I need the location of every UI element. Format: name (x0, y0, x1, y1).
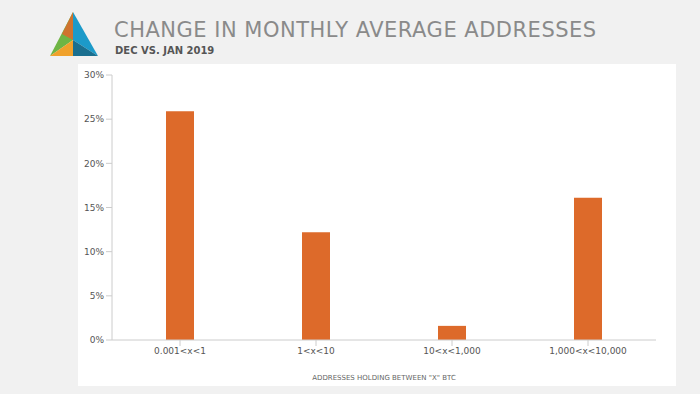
svg-text:ADDRESSES HOLDING BETWEEN "X": ADDRESSES HOLDING BETWEEN "X" BTC (312, 374, 456, 382)
svg-text:15%: 15% (84, 203, 104, 213)
svg-text:20%: 20% (84, 159, 104, 169)
html-text:CHANGE IN MONTHLY AVERAGE ADDR: CHANGE IN MONTHLY AVERAGE ADDRESSES (114, 18, 597, 42)
svg-text:1<x<10: 1<x<10 (297, 346, 335, 356)
svg-text:25%: 25% (84, 114, 104, 124)
svg-text:10%: 10% (84, 247, 104, 257)
svg-text:10<x<1,000: 10<x<1,000 (423, 346, 481, 356)
svg-text:30%: 30% (84, 70, 104, 80)
html-text:DEC VS. JAN 2019: DEC VS. JAN 2019 (115, 45, 215, 56)
svg-text:5%: 5% (90, 291, 105, 301)
svg-text:0.001<x<1: 0.001<x<1 (154, 346, 206, 356)
svg-text:0%: 0% (90, 335, 105, 345)
svg-text:1,000<x<10,000: 1,000<x<10,000 (549, 346, 627, 356)
